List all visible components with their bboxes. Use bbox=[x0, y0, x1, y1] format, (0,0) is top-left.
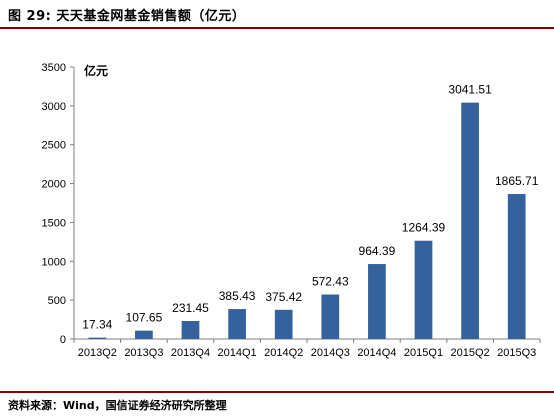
data-label-2014Q3: 572.43 bbox=[312, 275, 349, 289]
bar-2014Q4 bbox=[368, 264, 386, 339]
y-tick-label: 1000 bbox=[42, 256, 66, 268]
bar-2013Q4 bbox=[182, 321, 200, 339]
y-tick-label: 2000 bbox=[42, 179, 66, 191]
data-label-2014Q2: 375.42 bbox=[265, 290, 302, 304]
bar-2014Q3 bbox=[321, 295, 339, 339]
x-tick-label-2013Q4: 2013Q4 bbox=[171, 347, 210, 359]
x-tick-label-2014Q2: 2014Q2 bbox=[264, 347, 303, 359]
data-label-2013Q3: 107.65 bbox=[126, 311, 163, 325]
bar-2013Q2 bbox=[88, 338, 106, 339]
y-tick-label: 3000 bbox=[42, 101, 66, 113]
source-divider bbox=[0, 391, 554, 393]
x-tick-label-2015Q3: 2015Q3 bbox=[497, 347, 536, 359]
x-tick-label-2013Q2: 2013Q2 bbox=[78, 347, 117, 359]
y-tick-label: 500 bbox=[48, 295, 66, 307]
x-tick-label-2015Q1: 2015Q1 bbox=[404, 347, 443, 359]
y-tick-label: 0 bbox=[60, 334, 66, 346]
data-label-2013Q4: 231.45 bbox=[172, 301, 209, 315]
x-tick-label-2015Q2: 2015Q2 bbox=[451, 347, 490, 359]
data-label-2013Q2: 17.34 bbox=[82, 318, 112, 332]
y-tick-label: 3500 bbox=[42, 62, 66, 74]
y-unit-label: 亿元 bbox=[84, 63, 108, 78]
bar-2015Q3 bbox=[508, 194, 526, 339]
bar-2014Q1 bbox=[228, 309, 246, 339]
data-label-2014Q1: 385.43 bbox=[219, 289, 256, 303]
figure-title: 图 29: 天天基金网基金销售额（亿元） bbox=[8, 5, 245, 24]
x-tick-label-2014Q3: 2014Q3 bbox=[311, 347, 350, 359]
x-tick-label-2014Q1: 2014Q1 bbox=[218, 347, 257, 359]
chart-area: 亿元 0 500 1000 1500 2000 2500 3000 3500 17.34 2013… bbox=[0, 29, 554, 389]
data-label-2015Q3: 1865.71 bbox=[495, 174, 539, 188]
figure-header: 图 29: 天天基金网基金销售额（亿元） bbox=[0, 0, 554, 28]
data-label-2015Q1: 1264.39 bbox=[402, 221, 446, 235]
bar-chart: 亿元 0 500 1000 1500 2000 2500 3000 3500 17.34 2013… bbox=[0, 29, 554, 389]
data-label-2015Q2: 3041.51 bbox=[448, 83, 492, 97]
data-label-2014Q4: 964.39 bbox=[359, 244, 396, 258]
y-tick-label: 1500 bbox=[42, 217, 66, 229]
y-tick-label: 2500 bbox=[42, 140, 66, 152]
x-tick-label-2014Q4: 2014Q4 bbox=[357, 347, 396, 359]
source-note: 资料来源：Wind，国信证券经济研究所整理 bbox=[8, 397, 227, 413]
bar-2014Q2 bbox=[275, 310, 293, 339]
bar-2013Q3 bbox=[135, 331, 153, 339]
bar-2015Q1 bbox=[415, 241, 433, 339]
x-tick-label-2013Q3: 2013Q3 bbox=[124, 347, 163, 359]
bar-2015Q2 bbox=[461, 103, 479, 339]
